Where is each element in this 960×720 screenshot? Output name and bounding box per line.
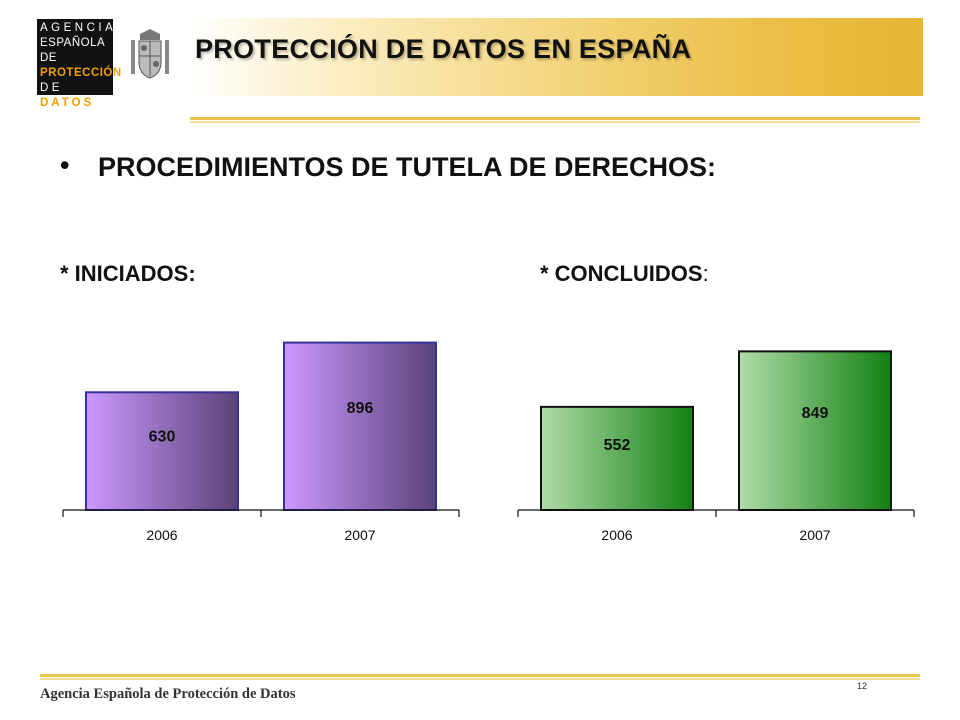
logo-line-4: DE bbox=[40, 82, 63, 94]
coat-of-arms-icon bbox=[131, 29, 169, 79]
page-number: 12 bbox=[857, 681, 868, 691]
chart-svg-1: 552 2006 849 2007 bbox=[517, 350, 915, 543]
x-tick-label: 2006 bbox=[601, 527, 632, 543]
bar-value-label: 896 bbox=[347, 400, 374, 417]
bullet-marker: • bbox=[60, 150, 70, 180]
chart-label-concluidos-text: * CONCLUIDOS bbox=[540, 261, 703, 286]
concluidos-bar-chart: 552 2006 849 2007 bbox=[510, 325, 920, 555]
logo-line-3: PROTECCIÓN bbox=[40, 67, 122, 79]
logo-line-2: ESPAÑOLA DE bbox=[40, 37, 105, 64]
section-heading: PROCEDIMIENTOS DE TUTELA DE DERECHOS: bbox=[98, 152, 717, 182]
chart-label-iniciados: * INICIADOS: bbox=[60, 261, 196, 286]
chart-svg-0: 630 2006 896 2007 bbox=[62, 341, 460, 543]
x-tick-label: 2007 bbox=[799, 527, 830, 543]
x-tick-label: 2007 bbox=[344, 527, 375, 543]
footer-organization: Agencia Española de Protección de Datos bbox=[40, 686, 296, 702]
x-tick-label: 2006 bbox=[146, 527, 177, 543]
chart-label-concluidos-colon: : bbox=[702, 261, 709, 286]
bar-2007 bbox=[738, 350, 892, 511]
bar-value-label: 630 bbox=[149, 429, 176, 446]
iniciados-bar-chart: 630 2006 896 2007 bbox=[55, 325, 465, 555]
bar-2006 bbox=[540, 405, 694, 511]
page-title: PROTECCIÓN DE DATOS EN ESPAÑA bbox=[195, 34, 692, 64]
chart-label-concluidos: * CONCLUIDOS: bbox=[540, 261, 709, 287]
header-divider-light bbox=[190, 121, 920, 123]
logo-line-4b: DATOS bbox=[40, 97, 95, 109]
footer-divider bbox=[40, 674, 920, 677]
agency-logo: AGENCIA ESPAÑOLA DE PROTECCIÓN DE DATOS bbox=[37, 19, 122, 109]
header-divider bbox=[190, 117, 920, 120]
bar-value-label: 552 bbox=[604, 437, 631, 454]
footer-divider-light bbox=[40, 678, 920, 680]
bar-value-label: 849 bbox=[802, 405, 829, 422]
bar-2007 bbox=[283, 341, 437, 512]
bar-2006 bbox=[85, 391, 239, 511]
logo-line-1: AGENCIA bbox=[40, 22, 117, 34]
header-banner bbox=[188, 18, 923, 96]
